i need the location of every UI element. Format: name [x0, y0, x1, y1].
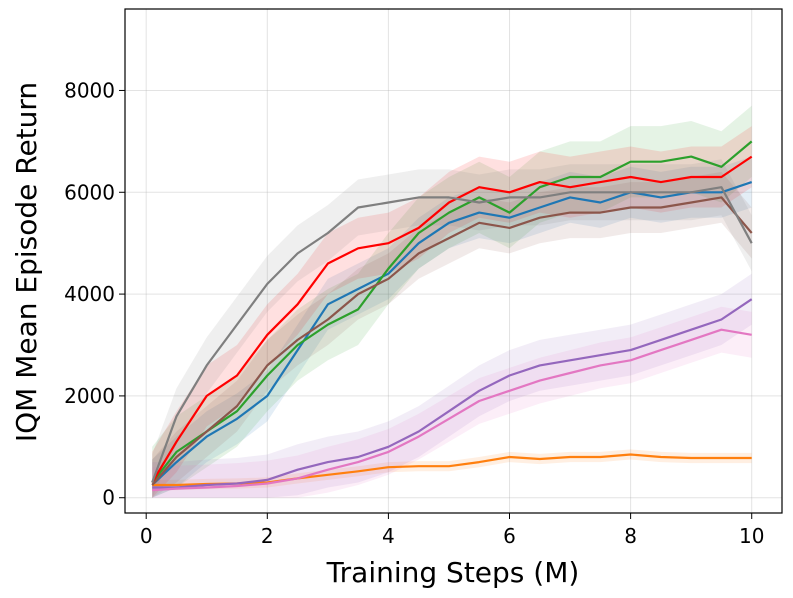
band-orange [152, 449, 752, 491]
x-axis-ticks: 0 2 4 6 8 10 [140, 513, 764, 548]
x-tick-label: 10 [739, 524, 764, 548]
x-tick-label: 0 [140, 524, 153, 548]
y-tick-label: 0 [102, 486, 115, 510]
y-tick-label: 2000 [64, 384, 115, 408]
y-tick-label: 4000 [64, 282, 115, 306]
x-axis-label: Training Steps (M) [326, 556, 580, 589]
series-line-red [151, 155, 753, 484]
series-line-brown [151, 196, 753, 486]
series-line-green [151, 140, 753, 484]
series-line-gray [151, 186, 753, 483]
band-purple [152, 273, 752, 498]
x-tick-label: 4 [382, 524, 395, 548]
x-tick-label: 2 [261, 524, 274, 548]
y-axis-ticks: 0 2000 4000 6000 8000 [64, 78, 125, 510]
series-line-pink [152, 328, 752, 492]
band-blue [152, 156, 752, 498]
plot-frame [124, 8, 783, 514]
confidence-bands [152, 105, 752, 498]
series-line-blue [151, 181, 753, 486]
x-tick-label: 6 [503, 524, 516, 548]
y-tick-label: 6000 [64, 180, 115, 204]
band-gray [152, 159, 752, 498]
series-lines [151, 140, 753, 492]
y-axis-label: IQM Mean Episode Return [10, 82, 43, 442]
band-green [152, 105, 752, 498]
x-tick-label: 8 [624, 524, 637, 548]
y-tick-label: 8000 [64, 78, 115, 102]
series-line-purple [152, 298, 753, 489]
